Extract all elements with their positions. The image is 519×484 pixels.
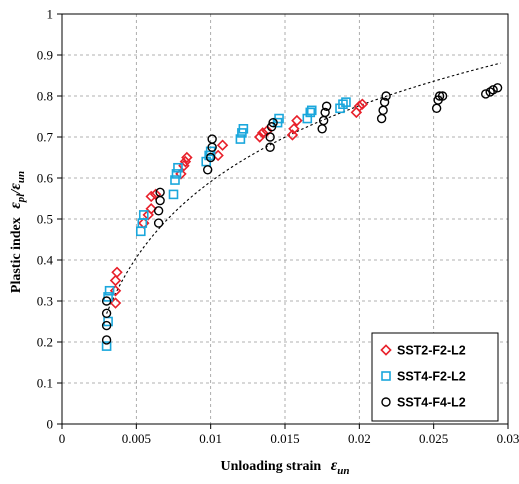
data-point-square (103, 292, 113, 302)
y-tick-label: 0 (47, 417, 54, 432)
data-point-diamond (288, 123, 300, 135)
data-point-diamond (353, 100, 366, 112)
y-tick-label: 0.5 (37, 212, 53, 227)
x-tick-label: 0.015 (270, 431, 299, 446)
data-point-square (338, 99, 348, 109)
data-point-circle (101, 296, 112, 306)
y-tick-label: 1 (47, 7, 54, 22)
data-point-diamond (109, 274, 122, 287)
data-point-circle (265, 142, 275, 152)
data-point-square (173, 162, 183, 173)
data-point-circle (202, 165, 213, 175)
data-point-square (235, 134, 246, 144)
data-point-square (138, 210, 149, 220)
data-point-circle (434, 91, 445, 101)
data-point-circle (317, 124, 327, 134)
data-point-circle (492, 83, 503, 93)
data-point-diamond (145, 190, 157, 203)
data-point-diamond (181, 151, 193, 164)
legend-marker-diamond (380, 344, 392, 356)
data-point-circle (376, 113, 387, 124)
y-tick-label: 0.9 (37, 48, 53, 63)
data-point-diamond (256, 127, 269, 139)
x-axis-title: Unloading strain εun (220, 457, 349, 477)
data-point-circle (101, 335, 112, 345)
data-point-diamond (145, 203, 157, 215)
y-tick-label: 0.4 (37, 253, 54, 268)
data-point-circle (155, 195, 165, 206)
legend-label: SST4-F2-L2 (397, 370, 466, 384)
fit-curve (106, 62, 501, 314)
data-point-circle (207, 134, 217, 144)
data-point-circle (153, 206, 164, 216)
y-tick-label: 0.3 (37, 294, 53, 309)
data-point-diamond (216, 139, 229, 151)
data-point-square (171, 169, 182, 179)
x-tick-label: 0 (59, 431, 66, 446)
data-point-circle (268, 117, 278, 128)
y-tick-label: 0.2 (37, 335, 53, 350)
y-tick-label: 0.6 (37, 171, 54, 186)
x-tick-label: 0.005 (122, 431, 151, 446)
data-point-circle (488, 85, 498, 95)
y-axis-title: Plastic index εpl/εun (7, 171, 27, 293)
y-tick-label: 0.8 (37, 89, 53, 104)
data-point-square (104, 285, 115, 296)
data-point-circle (265, 132, 275, 142)
x-tick-label: 0.025 (419, 431, 448, 446)
x-tick-label: 0.01 (199, 431, 222, 446)
data-point-circle (431, 103, 442, 114)
data-points (101, 83, 503, 351)
y-tick-label: 0.1 (37, 376, 53, 391)
data-point-diamond (261, 125, 273, 137)
data-point-diamond (111, 266, 123, 279)
data-point-diamond (356, 98, 369, 110)
data-point-circle (381, 91, 391, 101)
grid-lines (62, 14, 508, 424)
data-point-square (341, 97, 351, 107)
data-point-diamond (149, 188, 162, 201)
data-point-circle (378, 105, 388, 116)
data-point-square (306, 105, 317, 116)
data-point-square (238, 124, 249, 134)
data-point-circle (205, 152, 216, 163)
data-point-diamond (291, 114, 303, 127)
data-point-circle (437, 91, 448, 101)
axis-ticks: 0 0.005 0.01 0.015 0.02 0.025 0.03 0 0.1 0.2 0.3 0.… (37, 7, 519, 447)
data-point-diamond (286, 129, 299, 141)
x-tick-label: 0.02 (348, 431, 371, 446)
y-tick-label: 0.7 (37, 130, 54, 145)
data-point-circle (155, 187, 165, 198)
legend-box (371, 332, 499, 422)
data-point-square (305, 107, 316, 118)
x-tick-label: 0.03 (497, 431, 519, 446)
data-point-circle (481, 89, 491, 99)
data-point-diamond (253, 131, 266, 143)
data-point-square (170, 175, 180, 185)
data-point-circle (321, 101, 332, 111)
data-point-diamond (109, 285, 122, 297)
trend-curve-layer (106, 62, 501, 314)
legend-marker-circle (381, 397, 391, 407)
legend-label: SST2-F2-L2 (397, 344, 466, 358)
data-point-square (205, 146, 216, 157)
legend-marker-square (381, 371, 391, 381)
legend-label: SST4-F4-L2 (397, 396, 466, 410)
data-point-circle (101, 308, 112, 318)
data-point-circle (266, 122, 277, 132)
data-point-circle (101, 320, 112, 331)
data-point-circle (153, 218, 164, 228)
legend: SST2-F2-L2 SST4-F2-L2 SST4-F4-L2 (371, 332, 499, 422)
data-point-circle (379, 97, 390, 107)
data-point-square (101, 341, 112, 351)
data-point-circle (320, 107, 330, 118)
data-point-square (168, 189, 179, 200)
